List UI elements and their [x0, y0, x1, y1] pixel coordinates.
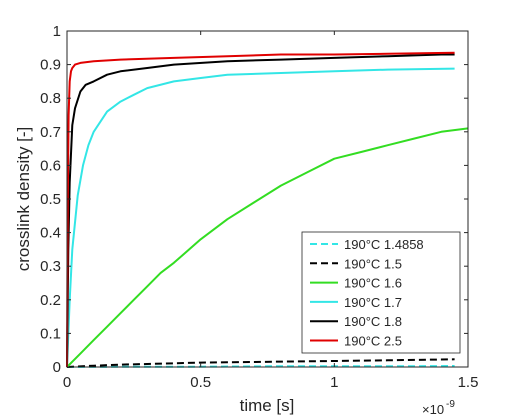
y-tick-label: 0.6 [40, 157, 61, 174]
x-tick-label: 0.5 [190, 374, 211, 391]
series-line-1 [66, 358, 455, 368]
y-tick-label: 0.8 [40, 90, 61, 107]
x-axis-exponent-power: -9 [446, 399, 455, 410]
legend: 190°C 1.4858 190°C 1.5 190°C 1.6 190°C 1.7 1… [301, 231, 461, 354]
x-tick-label: 0 [63, 374, 71, 391]
y-tick-label: 0.5 [40, 191, 61, 208]
legend-label-1: 190°C 1.5 [344, 256, 402, 271]
series-line-4 [66, 53, 455, 368]
x-axis-title: time [s] [240, 396, 295, 415]
y-tick-label: 0.1 [40, 325, 61, 342]
series-line-3 [66, 67, 455, 368]
y-tick-label: 0.3 [40, 258, 61, 275]
legend-box [301, 231, 461, 354]
x-axis-exponent: ×10 -9 [422, 399, 455, 417]
x-tick-label: 1 [330, 374, 338, 391]
x-axis-ticks: 0 0.5 1 1.5 [63, 31, 479, 391]
y-tick-label: 0.9 [40, 57, 61, 74]
legend-label-2: 190°C 1.6 [344, 276, 402, 291]
legend-label-0: 190°C 1.4858 [344, 237, 424, 252]
x-axis-exponent-base: ×10 [422, 402, 444, 417]
y-tick-label: 1 [53, 23, 61, 40]
y-tick-label: 0.7 [40, 124, 61, 141]
y-tick-label: 0.2 [40, 292, 61, 309]
y-tick-label: 0 [53, 359, 61, 376]
y-tick-label: 0.4 [40, 225, 61, 242]
x-tick-label: 1.5 [458, 374, 479, 391]
y-axis-ticks: 0 0.1 0.2 0.3 0.4 0.5 0.6 0.7 0.8 0.9 1 [40, 23, 468, 376]
legend-label-4: 190°C 1.8 [344, 314, 402, 329]
legend-label-5: 190°C 2.5 [344, 334, 402, 349]
series-line-2 [66, 127, 469, 368]
legend-label-3: 190°C 1.7 [344, 295, 402, 310]
y-axis-title: crosslink density [-] [14, 127, 33, 272]
